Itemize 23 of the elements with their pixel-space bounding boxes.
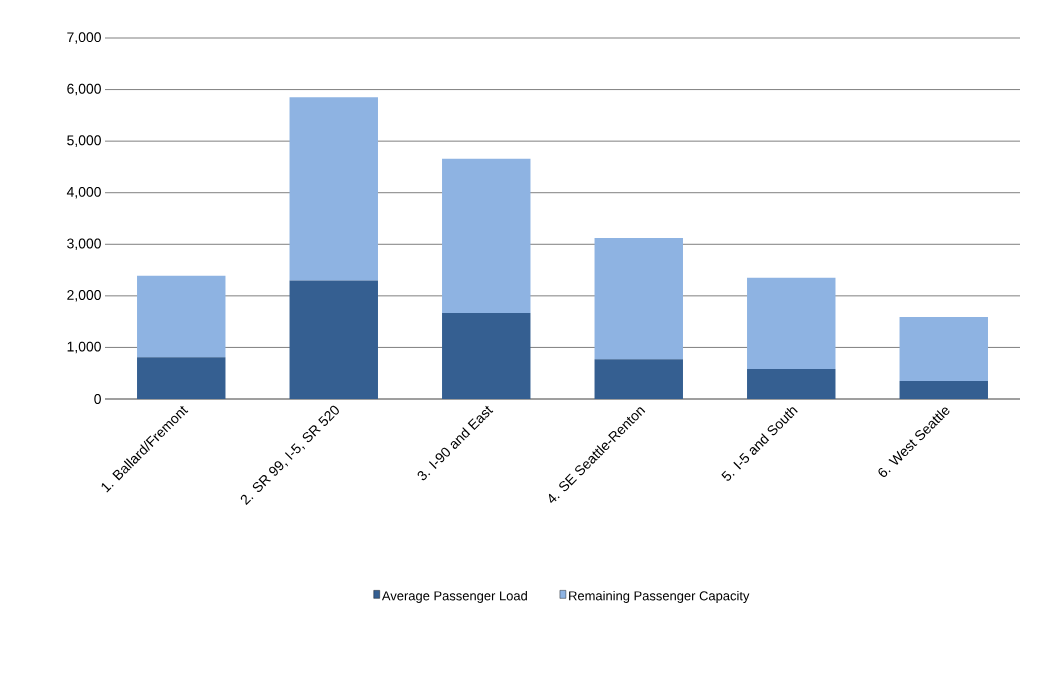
y-tick-label: 7,000 <box>67 32 101 44</box>
bar <box>442 158 531 313</box>
bar <box>899 317 988 381</box>
x-tick-label: 2. SR 99, I-5, SR 520 <box>240 405 339 506</box>
y-tick-label: 4,000 <box>66 186 101 199</box>
y-tick-label: 3,000 <box>67 238 101 251</box>
bar <box>899 380 988 399</box>
legend-label: Average Passenger Load <box>381 590 527 603</box>
bar <box>137 275 226 358</box>
y-tick-label: 1,000 <box>67 341 101 354</box>
y-tick-label: 0 <box>94 394 101 404</box>
bar <box>747 369 836 399</box>
bar <box>594 359 683 399</box>
legend-label: Remaining Passenger Capacity <box>569 590 750 603</box>
bar <box>137 357 226 399</box>
bar <box>747 277 836 370</box>
bar <box>442 312 531 399</box>
bar <box>289 280 378 399</box>
y-tick-label: 2,000 <box>67 290 101 302</box>
y-tick-label: 5,000 <box>67 135 101 147</box>
bar <box>289 97 378 281</box>
bar <box>594 238 683 360</box>
y-tick-label: 6,000 <box>67 83 101 96</box>
